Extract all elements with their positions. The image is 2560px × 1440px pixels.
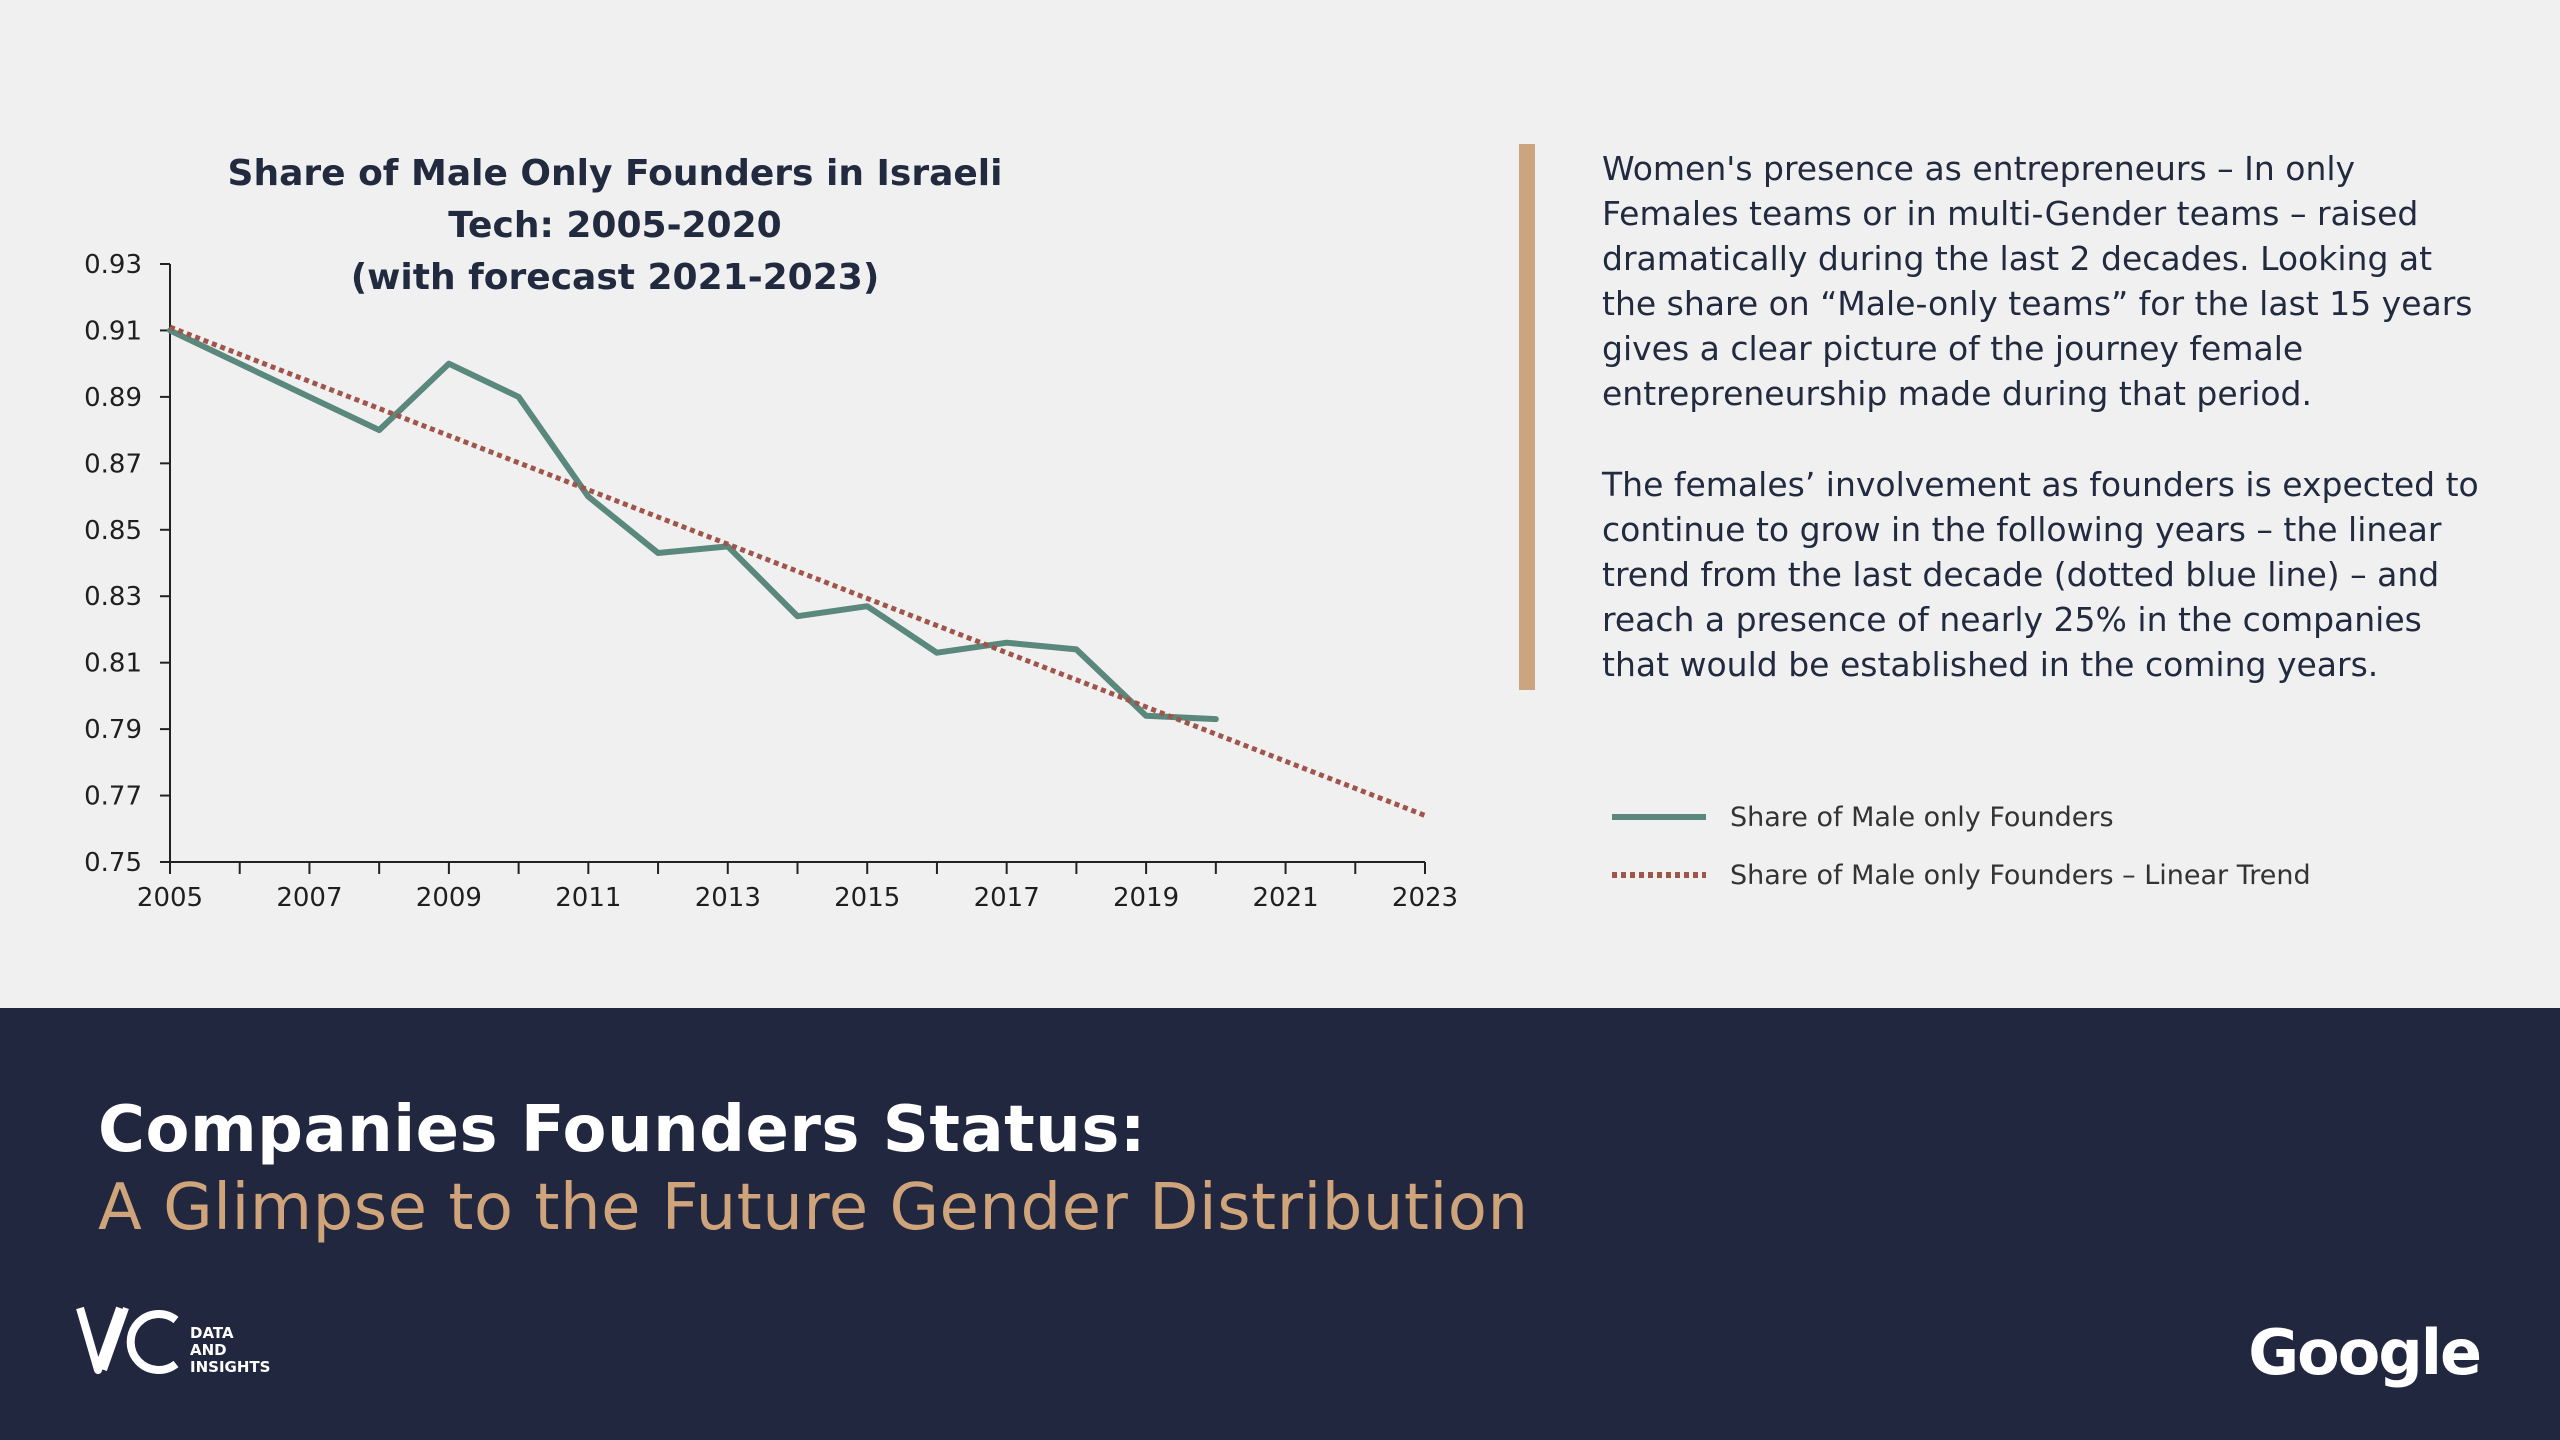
y-tick-label: 0.81: [84, 649, 142, 679]
description-text: Women's presence as entrepreneurs – In o…: [1602, 146, 2482, 733]
y-tick-label: 0.85: [84, 516, 142, 546]
x-tick-label: 2009: [416, 883, 482, 913]
ivc-logo: DATA AND INSIGHTS: [76, 1302, 270, 1382]
line-chart: 0.75 0.77 0.79 0.81 0.83 0.85 0.87 0.89 0.91 0.93…: [84, 250, 1458, 913]
x-tick-label: 2019: [1113, 883, 1179, 913]
ivc-logo-icon: [76, 1306, 179, 1374]
x-tick-label: 2007: [276, 883, 342, 913]
x-tick-label: 2005: [137, 883, 203, 913]
y-tick-label: 0.87: [84, 449, 142, 479]
ivc-logo-line-1: DATA: [190, 1323, 234, 1342]
legend-label-actual: Share of Male only Founders: [1730, 801, 2114, 833]
legend-dotted-swatch: [1612, 872, 1706, 878]
chart-title-line-2: (with forecast 2021-2023): [350, 257, 880, 298]
y-tick-label: 0.79: [84, 715, 142, 745]
chart-legend: Share of Male only Founders Share of Mal…: [1612, 788, 2311, 904]
x-tick-label: 2015: [834, 883, 900, 913]
x-tick-label: 2021: [1252, 883, 1318, 913]
ivc-logo-line-2: AND: [190, 1340, 227, 1359]
x-tick-label: 2013: [695, 883, 761, 913]
chart-title-line-1: Share of Male Only Founders in Israeli T…: [227, 153, 1003, 246]
description-paragraph-2: The females’ involvement as founders is …: [1602, 465, 2479, 684]
legend-item-actual: Share of Male only Founders: [1612, 788, 2311, 846]
trend-line: [169, 324, 1426, 818]
google-logo: Google: [2248, 1316, 2482, 1389]
accent-bar: [1519, 144, 1535, 690]
x-tick-label: 2023: [1392, 883, 1458, 913]
legend-solid-swatch: [1612, 814, 1706, 820]
y-tick-label: 0.91: [84, 316, 142, 346]
y-tick-label: 0.77: [84, 782, 142, 812]
legend-item-trend: Share of Male only Founders – Linear Tre…: [1612, 846, 2311, 904]
x-tick-label: 2011: [555, 883, 621, 913]
y-tick-label: 0.83: [84, 582, 142, 612]
y-tick-label: 0.75: [84, 848, 142, 878]
x-tick-label: 2017: [974, 883, 1040, 913]
banner-subtitle: A Glimpse to the Future Gender Distribut…: [98, 1171, 1529, 1245]
actual-series-line: [167, 327, 1219, 723]
ivc-logo-text: DATA AND INSIGHTS: [190, 1323, 271, 1376]
ivc-logo-line-3: INSIGHTS: [190, 1357, 271, 1376]
chart-title: Share of Male Only Founders in Israeli T…: [170, 148, 1060, 304]
banner-title: Companies Founders Status:: [98, 1093, 1146, 1167]
legend-label-trend: Share of Male only Founders – Linear Tre…: [1730, 859, 2311, 891]
y-tick-label: 0.89: [84, 383, 142, 413]
description-paragraph-1: Women's presence as entrepreneurs – In o…: [1602, 149, 2473, 413]
footer-banner: Companies Founders Status: A Glimpse to …: [0, 1008, 2560, 1440]
y-tick-label: 0.93: [84, 250, 142, 280]
